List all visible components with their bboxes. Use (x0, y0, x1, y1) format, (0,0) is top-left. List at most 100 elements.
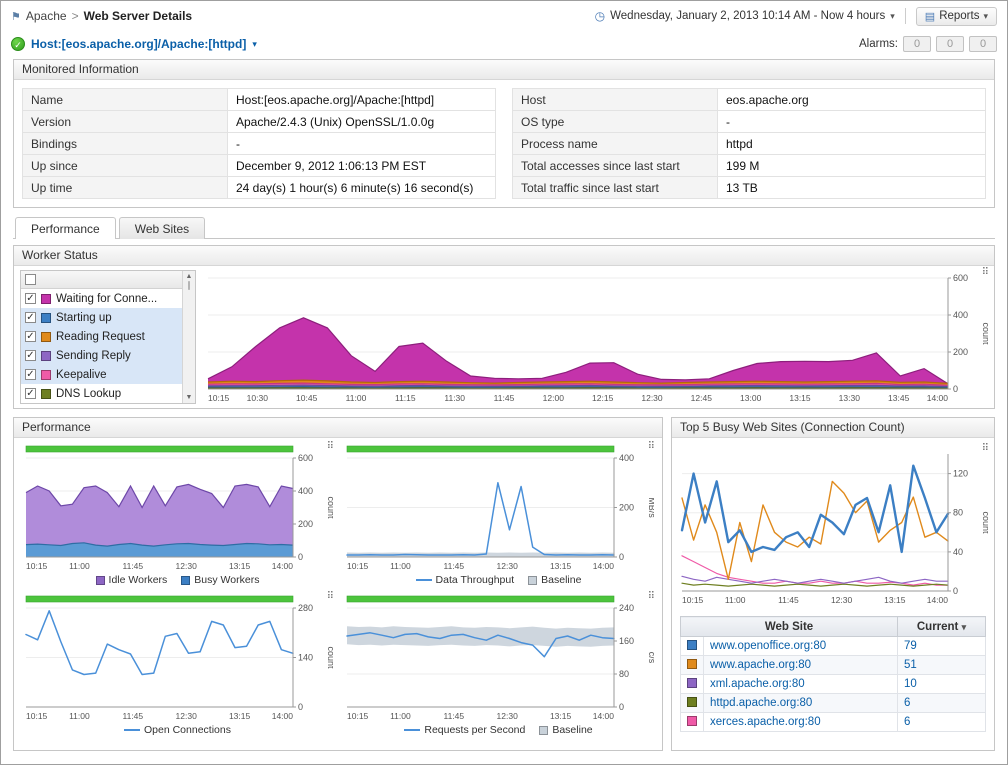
svg-text:13:00: 13:00 (740, 393, 762, 403)
current-header-label: Current (916, 620, 959, 633)
workers-chart-cell: ⠿ 0 200 400 600 count 10:15 11:00 11:45 12:30 13:… (22, 441, 336, 588)
legend-item: Requests per Second (404, 724, 525, 736)
website-link[interactable]: www.apache.org:80 (703, 655, 898, 675)
svg-text:11:30: 11:30 (444, 393, 465, 403)
worker-list-scrollbar[interactable]: ▲ ▼ (182, 271, 195, 403)
website-link[interactable]: xerces.apache.org:80 (703, 712, 898, 732)
info-row: Up since December 9, 2012 1:06:13 PM EST (22, 154, 496, 177)
alarm-count-critical[interactable]: 0 (903, 36, 931, 52)
tab-web-sites[interactable]: Web Sites (118, 217, 206, 239)
svg-text:200: 200 (298, 519, 313, 529)
topology-flag-icon: ⚑ (11, 10, 21, 23)
series-label: DNS Lookup (56, 387, 122, 400)
worker-status-row[interactable]: ✓ Starting up (21, 308, 182, 327)
svg-text:11:00: 11:00 (725, 595, 746, 605)
website-link[interactable]: httpd.apache.org:80 (703, 693, 898, 713)
svg-text:11:45: 11:45 (443, 711, 464, 721)
chart-options-icon[interactable]: ⠿ (981, 267, 989, 278)
series-swatch-cell (680, 655, 704, 675)
top5-table-header-row: Web Site Current ▾ (680, 616, 986, 637)
current-value: 10 (897, 674, 986, 694)
chart-options-icon[interactable]: ⠿ (647, 591, 655, 602)
website-row[interactable]: xerces.apache.org:80 6 (680, 712, 986, 732)
scroll-down-icon[interactable]: ▼ (185, 394, 193, 401)
row-checkbox[interactable]: ✓ (25, 369, 36, 380)
website-row[interactable]: www.openoffice.org:80 79 (680, 636, 986, 656)
tab-strip: Performance Web Sites (13, 216, 995, 239)
row-checkbox[interactable]: ✓ (25, 388, 36, 399)
alarm-count-warning[interactable]: 0 (936, 36, 964, 52)
chart-options-icon[interactable]: ⠿ (326, 591, 334, 602)
svg-text:11:45: 11:45 (778, 595, 799, 605)
breadcrumb-separator: > (71, 9, 79, 23)
series-label: Waiting for Conne... (56, 292, 158, 305)
top5-table-body: www.openoffice.org:80 79 www.apache.org:80… (680, 636, 986, 732)
worker-list-rows: ✓ Waiting for Conne... ✓ Starting up ✓ Readin… (21, 289, 182, 403)
throughput-chart-cell: ⠿ 0 200 400 MB/s 10:15 11:00 11:45 12:30 13:15 14… (343, 441, 657, 588)
svg-text:13:30: 13:30 (839, 393, 861, 403)
host-selector[interactable]: ✓ Host:[eos.apache.org]/Apache:[httpd] ▾ (11, 37, 257, 51)
worker-status-row[interactable]: ✓ Reading Request (21, 327, 182, 346)
info-row: Process name httpd (512, 132, 986, 155)
top5-chart-area: ⠿ 0 40 80 120 count 10:15 11:00 11:45 12:30 13:15… (678, 443, 991, 610)
current-column-header[interactable]: Current ▾ (897, 616, 986, 637)
performance-panel: Performance ⠿ 0 200 400 600 count 10:15 11:00 1… (13, 417, 663, 751)
legend-label: Busy Workers (194, 574, 260, 586)
row-checkbox[interactable]: ✓ (25, 331, 36, 342)
worker-status-row[interactable]: ✓ Waiting for Conne... (21, 289, 182, 308)
legend-item: Idle Workers (95, 574, 167, 586)
worker-status-row[interactable]: ✓ DNS Lookup (21, 384, 182, 403)
series-color-swatch (687, 677, 697, 688)
time-range-selector[interactable]: ◷ Wednesday, January 2, 2013 10:14 AM - … (595, 9, 895, 23)
svg-text:12:45: 12:45 (691, 393, 713, 403)
info-label: Process name (512, 132, 718, 155)
page-title: Web Server Details (83, 9, 193, 23)
legend-line-swatch (415, 579, 432, 581)
svg-text:14:00: 14:00 (272, 711, 294, 721)
scroll-up-icon[interactable]: ▲ (185, 273, 193, 280)
legend-square-swatch (539, 725, 549, 735)
website-link[interactable]: www.openoffice.org:80 (703, 636, 898, 656)
chart-options-icon[interactable]: ⠿ (326, 441, 334, 452)
svg-text:160: 160 (619, 636, 634, 646)
info-row: Total accesses since last start 199 M (512, 154, 986, 177)
svg-text:13:15: 13:15 (550, 561, 572, 571)
scrollbar-thumb[interactable] (188, 281, 190, 290)
chart-options-icon[interactable]: ⠿ (981, 443, 989, 454)
tab-performance[interactable]: Performance (15, 217, 116, 239)
current-value: 51 (897, 655, 986, 675)
current-value: 79 (897, 636, 986, 656)
top5-panel-title: Top 5 Busy Web Sites (Connection Count) (672, 418, 994, 438)
website-row[interactable]: www.apache.org:80 51 (680, 655, 986, 675)
time-range-label: Wednesday, January 2, 2013 10:14 AM - No… (610, 10, 886, 22)
chart-options-icon[interactable]: ⠿ (647, 441, 655, 452)
reports-button[interactable]: ▤ Reports ▾ (915, 6, 997, 26)
info-value: - (717, 110, 986, 133)
legend-line-swatch (404, 729, 421, 731)
series-color-swatch (41, 388, 51, 399)
svg-text:11:00: 11:00 (390, 711, 411, 721)
row-checkbox[interactable]: ✓ (25, 293, 36, 304)
row-checkbox[interactable]: ✓ (25, 312, 36, 323)
svg-text:10:45: 10:45 (296, 393, 318, 403)
row-checkbox[interactable]: ✓ (25, 350, 36, 361)
website-row[interactable]: xml.apache.org:80 10 (680, 674, 986, 694)
select-all-checkbox[interactable] (25, 274, 36, 285)
worker-status-row[interactable]: ✓ Keepalive (21, 365, 182, 384)
monitored-information-panel: Monitored Information Name Host:[eos.apac… (13, 59, 995, 208)
website-link[interactable]: xml.apache.org:80 (703, 674, 898, 694)
alarm-count-info[interactable]: 0 (969, 36, 997, 52)
info-value: httpd (717, 132, 986, 155)
svg-text:12:30: 12:30 (831, 595, 853, 605)
svg-text:0: 0 (298, 702, 303, 712)
svg-text:11:45: 11:45 (494, 393, 515, 403)
worker-status-row[interactable]: ✓ Sending Reply (21, 346, 182, 365)
website-row[interactable]: httpd.apache.org:80 6 (680, 693, 986, 713)
svg-text:400: 400 (953, 310, 968, 320)
website-column-header[interactable]: Web Site (680, 616, 898, 637)
breadcrumb-apache-link[interactable]: Apache (25, 9, 67, 23)
top5-chart: 0 40 80 120 count 10:15 11:00 11:45 12:30 13:15 14… (678, 446, 991, 606)
reports-label: Reports (939, 10, 980, 22)
info-row: Up time 24 day(s) 1 hour(s) 6 minute(s) 1… (22, 176, 496, 199)
divider (904, 8, 906, 24)
